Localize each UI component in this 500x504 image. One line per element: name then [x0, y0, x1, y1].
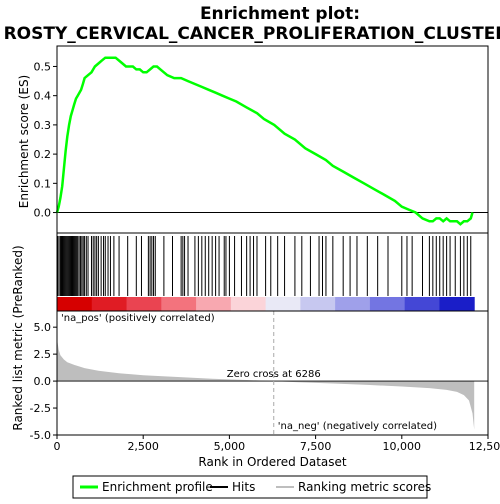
hit-markers [58, 236, 471, 296]
es-y-ticks: 0.0 0.1 0.2 0.3 0.4 0.5 [34, 60, 58, 219]
color-bar-segment [92, 297, 127, 311]
color-bar-segment [161, 297, 196, 311]
ranking-y-axis-label: Ranked list metric (PreRanked) [11, 245, 25, 430]
enrichment-panel: 0.0 0.1 0.2 0.3 0.4 0.5 Enrichment score (ES) [17, 46, 488, 233]
color-bar-segment [57, 297, 92, 311]
positive-correlation-label: 'na_pos' (positively correlated) [61, 313, 215, 324]
ranking-y-tick-label: -5.0 [30, 429, 51, 442]
chart-title: Enrichment plot: [200, 4, 360, 24]
enrichment-y-axis-label: Enrichment score (ES) [17, 75, 31, 208]
ranking-y-tick-label: -2.5 [30, 402, 51, 415]
color-bar-segment [127, 297, 162, 311]
ranking-y-tick-label: 5.0 [34, 321, 52, 334]
enrichment-profile-line [57, 58, 473, 225]
x-axis-ticks: 0 2,500 5,000 7,500 10,000 12,500 [54, 435, 500, 453]
legend-ranking-label: Ranking metric scores [298, 480, 431, 494]
ranking-y-ticks: 5.0 2.5 0.0 -2.5 -5.0 [30, 321, 57, 442]
legend-hits-label: Hits [232, 480, 255, 494]
color-bar-segment [405, 297, 440, 311]
es-y-tick-label: 0.1 [34, 177, 52, 190]
es-y-tick-label: 0.2 [34, 148, 52, 161]
chart-subtitle: ROSTY_CERVICAL_CANCER_PROLIFERATION_CLUS… [4, 24, 500, 44]
color-bar-segment [439, 297, 474, 311]
x-tick-label: 10,000 [383, 440, 422, 453]
hits-panel [57, 233, 488, 311]
x-tick-label: 12,500 [469, 440, 500, 453]
es-y-tick-label: 0.4 [34, 90, 52, 103]
ranking-metric-area [57, 339, 474, 430]
ranking-panel: Zero cross at 6286 'na_pos' (positively … [11, 245, 488, 442]
ranking-color-bar [57, 297, 475, 311]
color-bar-segment [370, 297, 405, 311]
ranking-y-tick-label: 0.0 [34, 375, 52, 388]
zero-cross-label: Zero cross at 6286 [227, 369, 321, 380]
es-y-tick-label: 0.0 [34, 207, 52, 220]
color-bar-segment [300, 297, 335, 311]
color-bar-segment [335, 297, 370, 311]
x-tick-label: 5,000 [214, 440, 246, 453]
color-bar-segment [231, 297, 266, 311]
x-tick-label: 2,500 [127, 440, 159, 453]
x-tick-label: 7,500 [300, 440, 332, 453]
ranking-y-tick-label: 2.5 [34, 348, 52, 361]
es-y-tick-label: 0.3 [34, 119, 52, 132]
legend-enrichment-label: Enrichment profile [102, 480, 213, 494]
color-bar-segment [266, 297, 301, 311]
x-axis-label: Rank in Ordered Dataset [198, 455, 346, 469]
negative-correlation-label: 'na_neg' (negatively correlated) [278, 421, 437, 432]
x-tick-label: 0 [54, 440, 61, 453]
enrichment-panel-frame [57, 46, 488, 233]
legend: Enrichment profile Hits Ranking metric s… [73, 476, 431, 498]
color-bar-segment [196, 297, 231, 311]
es-y-tick-label: 0.5 [34, 60, 52, 73]
